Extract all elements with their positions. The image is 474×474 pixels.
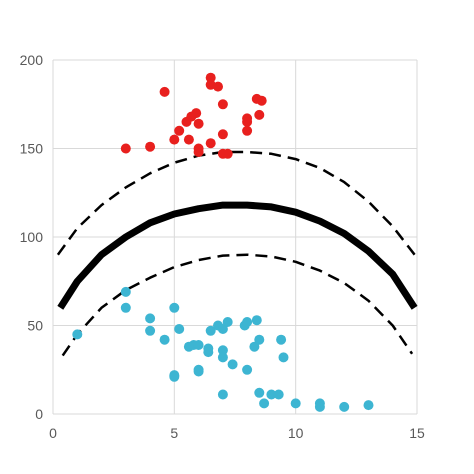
x-tick-label-15: 15 bbox=[409, 425, 425, 441]
series-2-point-2 bbox=[120, 302, 131, 313]
tick-labels: 0 50 100 150 200 0 5 10 15 bbox=[20, 52, 425, 441]
series-2-point-27 bbox=[242, 364, 253, 375]
series-2-point-4 bbox=[145, 325, 156, 336]
series-2-point-26 bbox=[242, 317, 253, 327]
x-tick-label-10: 10 bbox=[288, 425, 304, 441]
series-2-point-37 bbox=[290, 398, 301, 409]
series-1-point-12 bbox=[205, 72, 216, 83]
series-1-point-24 bbox=[254, 109, 265, 120]
curves bbox=[56, 150, 418, 357]
series-1-point-19 bbox=[222, 148, 233, 159]
series-1-point-25 bbox=[256, 95, 267, 106]
solid-curve-1 bbox=[57, 201, 418, 310]
series-2-point-33 bbox=[266, 389, 277, 400]
series-2-point-39 bbox=[314, 401, 325, 412]
series-2-point-5 bbox=[159, 334, 170, 345]
series-2-point-28 bbox=[249, 341, 260, 352]
series-2-point-31 bbox=[254, 387, 265, 398]
series-1-point-9 bbox=[193, 118, 204, 129]
dashed-curve-2 bbox=[56, 150, 416, 256]
series-2-point-22 bbox=[217, 389, 228, 400]
series-2-point-21 bbox=[217, 352, 228, 363]
series-2-point-8 bbox=[169, 371, 180, 382]
series-2-point-23 bbox=[222, 317, 233, 327]
series-2-point-24 bbox=[227, 359, 238, 370]
series-1-point-6 bbox=[183, 134, 194, 145]
y-tick-label-200: 200 bbox=[20, 52, 44, 68]
series-1-point-3 bbox=[169, 134, 180, 145]
series-1-point-15 bbox=[213, 81, 223, 92]
series-2-point-0 bbox=[72, 329, 83, 340]
data-points bbox=[72, 72, 374, 412]
gridlines bbox=[53, 59, 418, 414]
series-2-point-19 bbox=[217, 324, 228, 334]
series-2-point-32 bbox=[259, 398, 270, 409]
series-1-point-4 bbox=[174, 125, 185, 136]
series-2-point-9 bbox=[174, 324, 185, 334]
series-2-point-16 bbox=[203, 347, 214, 358]
series-2-point-35 bbox=[276, 334, 287, 345]
x-tick-label-5: 5 bbox=[170, 425, 178, 441]
y-tick-label-100: 100 bbox=[20, 229, 44, 245]
axes bbox=[52, 60, 417, 415]
series-1-point-21 bbox=[242, 116, 253, 127]
series-1-point-2 bbox=[159, 86, 170, 97]
series-2-point-17 bbox=[205, 325, 216, 336]
series-2-point-14 bbox=[193, 366, 204, 377]
x-tick-label-0: 0 bbox=[49, 425, 57, 441]
y-tick-label-150: 150 bbox=[20, 141, 44, 157]
series-2-point-41 bbox=[363, 400, 374, 411]
series-2-point-40 bbox=[339, 401, 350, 412]
series-1-point-17 bbox=[217, 129, 228, 140]
series-2-point-20 bbox=[217, 345, 228, 356]
series-1-point-16 bbox=[217, 99, 228, 110]
series-2-point-12 bbox=[193, 340, 204, 350]
series-1-point-14 bbox=[205, 138, 216, 149]
series-2-point-3 bbox=[145, 313, 156, 324]
series-2-point-34 bbox=[273, 389, 284, 400]
series-1-point-1 bbox=[145, 141, 156, 152]
series-1-point-8 bbox=[191, 108, 202, 119]
series-1-point-22 bbox=[242, 125, 253, 136]
series-1-point-0 bbox=[120, 143, 131, 154]
series-2-point-29 bbox=[251, 315, 262, 326]
series-1-point-11 bbox=[193, 147, 204, 157]
series-2-point-30 bbox=[254, 334, 265, 345]
series-2-point-6 bbox=[169, 302, 180, 313]
dashed-curve-3 bbox=[61, 253, 414, 357]
y-tick-label-50: 50 bbox=[27, 318, 43, 334]
series-2-point-1 bbox=[120, 286, 131, 297]
series-2-point-36 bbox=[278, 352, 289, 363]
y-tick-label-0: 0 bbox=[35, 406, 43, 422]
